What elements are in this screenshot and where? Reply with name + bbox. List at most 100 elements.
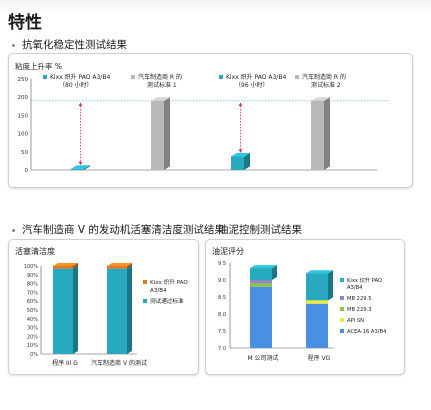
page-title: 特性 bbox=[8, 13, 42, 33]
legend-swatch bbox=[340, 307, 344, 311]
bar-1-top bbox=[71, 165, 90, 169]
bar-segment-side bbox=[73, 263, 78, 269]
y-tick-label: 80% bbox=[27, 282, 38, 288]
y-tick-label: 200 bbox=[18, 95, 29, 101]
y-axis-label: 粘度上升率 % bbox=[15, 61, 62, 71]
piston-chart-title: 活塞清洁度 bbox=[15, 247, 55, 256]
bar-1-side bbox=[84, 165, 90, 170]
bar-segment-top bbox=[53, 263, 78, 266]
bar-segment-side bbox=[127, 263, 132, 269]
y-tick-label: 7.5 bbox=[218, 329, 226, 335]
bar-segment bbox=[250, 268, 272, 280]
sludge-chart: 7.0 7.5 8.0 8.5 9.0 9.5 M 公司测试 程序 VG Kixx 炽升 PAO… bbox=[218, 261, 387, 362]
legend-label: （80 小时） bbox=[59, 81, 93, 89]
legend-swatch bbox=[131, 75, 135, 79]
sludge-chart-panel: 油泥评分 7.0 7.5 8.0 8.5 9.0 9.5 M 公司测试 程序 VG Kixx 炽… bbox=[205, 239, 405, 375]
y-tick-label: 20% bbox=[27, 334, 38, 340]
x-tick-label: 汽车制造商 V 的测试 bbox=[91, 359, 147, 367]
bar-segment-top bbox=[107, 263, 132, 266]
bullet-icon bbox=[12, 43, 15, 47]
legend-label: Kixx 炽升 PAO A3/B4 bbox=[50, 73, 110, 81]
bar-segment bbox=[250, 283, 272, 287]
bar-segment bbox=[250, 286, 272, 348]
y-tick-label: 0% bbox=[30, 352, 38, 358]
bar-segment bbox=[250, 280, 272, 284]
bar-segment bbox=[306, 300, 328, 304]
bar-segment bbox=[53, 266, 73, 269]
y-tick-label: 30% bbox=[27, 326, 38, 332]
y-tick-label: 8.0 bbox=[218, 312, 226, 318]
bar-segment bbox=[306, 273, 328, 301]
bar-segment-top bbox=[250, 265, 277, 269]
bar-segment-side bbox=[328, 270, 333, 301]
legend-swatch bbox=[143, 280, 147, 284]
bullet-icon bbox=[208, 228, 211, 232]
legend-label: ACEA-16 A3/B4 bbox=[347, 329, 387, 335]
sludge-chart-title: 油泥评分 bbox=[212, 247, 244, 256]
y-tick-label: 40% bbox=[27, 317, 38, 323]
section-piston-heading: 汽车制造商 V 的发动机活塞清洁度测试结果 bbox=[12, 222, 225, 237]
x-tick-label: M 公司测试 bbox=[247, 354, 278, 362]
bar-2-top bbox=[151, 97, 170, 101]
y-tick-label: 9.5 bbox=[218, 261, 226, 267]
section-piston-title: 汽车制造商 V 的发动机活塞清洁度测试结果 bbox=[22, 224, 225, 236]
y-tick-label: 150 bbox=[18, 113, 29, 119]
x-tick-label: 程序 III G bbox=[52, 359, 78, 367]
y-tick-label: 60% bbox=[27, 299, 38, 305]
bar-segment bbox=[107, 266, 127, 269]
bar-segment bbox=[107, 268, 127, 354]
legend-label: 汽车制造商 R 的 bbox=[302, 73, 346, 81]
y-tick-label: 0 bbox=[25, 168, 29, 174]
bar-2-side bbox=[164, 97, 170, 170]
y-tick-label: 50 bbox=[21, 150, 28, 156]
bar-segment-side bbox=[272, 265, 277, 280]
legend-label: 测试标准 1 bbox=[147, 81, 177, 89]
legend-label: A3/B4 bbox=[150, 288, 167, 294]
y-tick-label: 50% bbox=[27, 308, 38, 314]
legend-swatch bbox=[340, 278, 344, 282]
bar-segment-top bbox=[306, 270, 333, 274]
legend-swatch bbox=[219, 75, 223, 79]
y-tick-label: 8.5 bbox=[218, 295, 226, 301]
y-tick-label: 9.0 bbox=[218, 278, 226, 284]
bar-segment bbox=[53, 268, 73, 354]
bar-3-side bbox=[244, 152, 250, 170]
arrowhead-up bbox=[78, 102, 83, 106]
bar-3-top bbox=[231, 152, 250, 157]
legend-swatch bbox=[295, 75, 299, 79]
legend-swatch bbox=[340, 329, 344, 333]
oxidation-chart-panel: 粘度上升率 % 0 50 100 150 200 250 Kixx 炽升 PAO A3/B4 （… bbox=[8, 53, 413, 188]
legend-label: Kixx 炽升 PAO bbox=[150, 278, 188, 286]
bullet-icon bbox=[12, 228, 15, 232]
legend-label: API SN bbox=[347, 318, 364, 324]
arrowhead-down bbox=[78, 161, 83, 165]
bar-3 bbox=[231, 156, 244, 170]
section-sludge-title: 油泥控制测试结果 bbox=[218, 224, 302, 236]
piston-chart: 0% 10% 20% 30% 40% 50% 60% 70% 80% 90% 100% 程序 III … bbox=[24, 263, 188, 367]
piston-chart-panel: 活塞清洁度 0% 10% 20% 30% 40% 50% 60% 70% 80% 90% 100% 程… bbox=[8, 239, 199, 375]
legend-label: （96 小时） bbox=[235, 81, 269, 89]
y-tick-label: 250 bbox=[18, 77, 29, 83]
bar-4-top bbox=[311, 97, 330, 101]
legend-swatch bbox=[143, 299, 147, 303]
legend-label: A3/B4 bbox=[347, 285, 363, 291]
legend-swatch bbox=[43, 75, 47, 79]
legend-label: 测试标准 2 bbox=[311, 81, 341, 89]
bar-1 bbox=[71, 168, 84, 170]
top-shade bbox=[0, 0, 431, 14]
y-tick-label: 100 bbox=[18, 132, 29, 138]
legend-label: 汽车制造商 R 的 bbox=[138, 73, 182, 81]
legend-label: MB 229.3 bbox=[347, 307, 372, 313]
bar-segment bbox=[306, 303, 328, 348]
bar-segment-side bbox=[127, 265, 132, 354]
legend-swatch bbox=[340, 296, 344, 300]
y-tick-label: 7.0 bbox=[218, 346, 226, 352]
arrowhead-up bbox=[238, 102, 243, 106]
section-sludge-heading: 油泥控制测试结果 bbox=[208, 222, 302, 237]
y-tick-label: 10% bbox=[27, 343, 38, 349]
legend-label: Kixx 炽升 PAO bbox=[347, 276, 382, 284]
legend-swatch bbox=[340, 318, 344, 322]
y-tick-label: 100% bbox=[24, 264, 39, 270]
y-tick-label: 90% bbox=[27, 273, 38, 279]
